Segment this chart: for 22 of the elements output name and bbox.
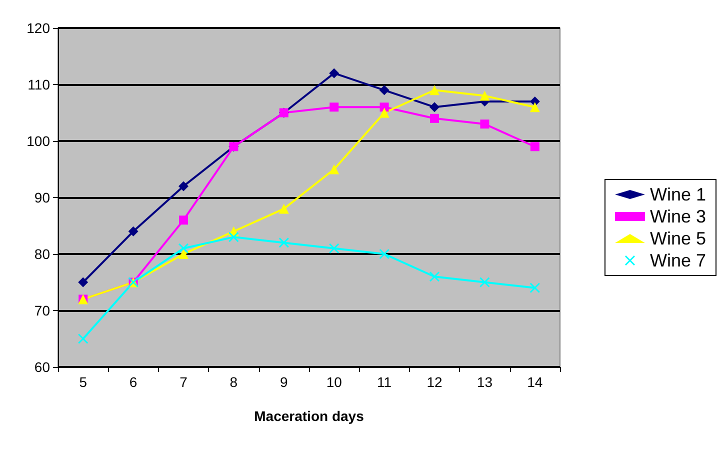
y-tick-label: 70 xyxy=(34,302,50,318)
y-tick-label: 110 xyxy=(28,76,50,92)
y-tick-label: 120 xyxy=(26,20,50,36)
legend-label: Wine 1 xyxy=(650,184,706,204)
legend-label: Wine 5 xyxy=(650,228,706,248)
x-tick-label: 14 xyxy=(527,374,543,390)
legend-label: Wine 7 xyxy=(650,250,706,270)
x-tick-label: 7 xyxy=(180,374,188,390)
x-tick-label: 10 xyxy=(326,374,342,390)
x-tick-label: 5 xyxy=(79,374,88,390)
x-tick-label: 8 xyxy=(230,374,238,390)
x-tick-label: 6 xyxy=(129,374,138,390)
x-tick-label: 13 xyxy=(476,374,493,390)
x-tick-label: 12 xyxy=(426,374,442,390)
y-tick-label: 60 xyxy=(34,359,50,375)
y-tick-label: 90 xyxy=(34,190,50,206)
x-axis-title: Maceration days xyxy=(254,408,364,424)
x-tick-label: 9 xyxy=(280,374,288,390)
x-tick-label: 11 xyxy=(377,374,392,390)
legend-label: Wine 3 xyxy=(650,206,706,226)
y-tick-label: 80 xyxy=(34,246,50,262)
y-tick-label: 100 xyxy=(26,133,50,149)
